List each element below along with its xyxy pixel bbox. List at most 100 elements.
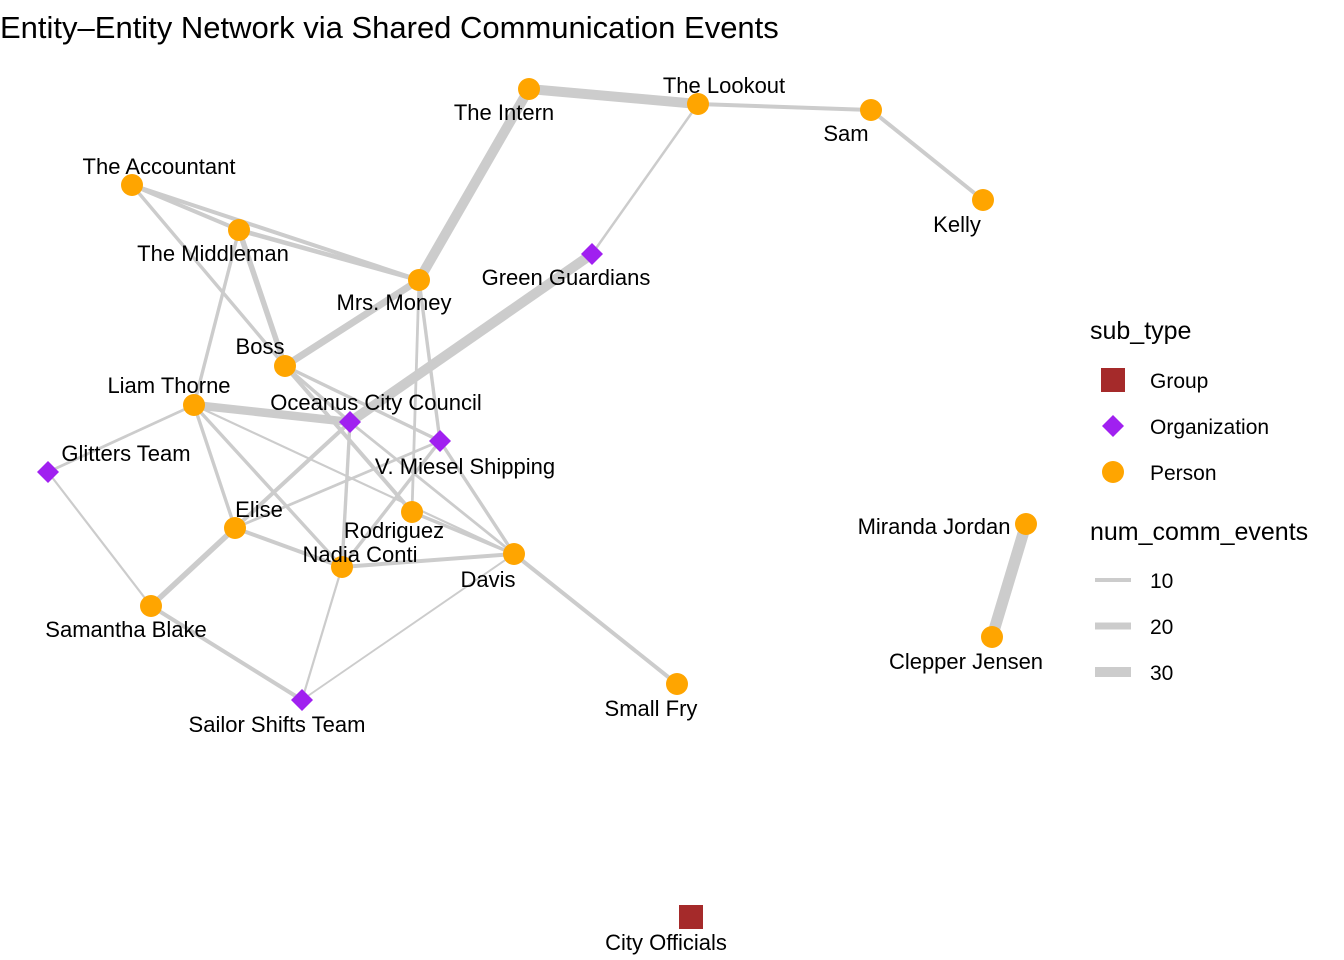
edge-the-middleman-boss — [236, 229, 288, 367]
node-v-miesel-shipping — [429, 430, 451, 452]
edge-elise-samantha-blake — [149, 525, 237, 609]
node-label-oceanus-city-council: Oceanus City Council — [270, 390, 482, 415]
node-label-nadia-conti: Nadia Conti — [303, 542, 418, 567]
node-miranda-jordan — [1015, 513, 1037, 535]
node-label-v-miesel-shipping: V. Miesel Shipping — [375, 454, 555, 479]
node-label-liam-thorne: Liam Thorne — [107, 373, 230, 398]
node-elise — [224, 517, 246, 539]
node-label-miranda-jordan: Miranda Jordan — [858, 514, 1011, 539]
edge-davis-small-fry — [512, 552, 679, 686]
chart-title: Entity–Entity Network via Shared Communi… — [0, 10, 779, 45]
edge-the-lookout-green-guardians — [590, 103, 700, 255]
edge-the-accountant-boss — [130, 183, 287, 368]
node-label-green-guardians: Green Guardians — [482, 265, 651, 290]
node-boss — [274, 355, 296, 377]
node-label-samantha-blake: Samantha Blake — [45, 617, 206, 642]
edge-layer — [47, 84, 1032, 702]
node-label-rodriguez: Rodriguez — [344, 518, 444, 543]
edge-liam-thorne-elise — [192, 404, 237, 529]
legend-weight-label-10: 10 — [1150, 570, 1173, 593]
edge-the-accountant-mrs-money — [131, 183, 420, 282]
edge-liam-thorne-glitters-team — [47, 403, 195, 474]
edge-v-miesel-shipping-nadia-conti — [340, 439, 442, 569]
legend-weight-entries: 10 20 30 — [1095, 570, 1173, 685]
node-layer — [37, 78, 1037, 929]
node-the-intern — [518, 78, 540, 100]
edge-davis-sailor-shifts-team — [301, 553, 515, 701]
edge-liam-thorne-nadia-conti — [192, 403, 344, 569]
node-label-the-lookout: The Lookout — [663, 73, 785, 98]
node-mrs-money — [408, 269, 430, 291]
edge-samantha-blake-sailor-shifts-team — [149, 604, 304, 702]
node-label-sam: Sam — [823, 121, 868, 146]
edge-v-miesel-shipping-davis — [438, 440, 516, 555]
node-rodriguez — [401, 501, 423, 523]
edge-nadia-conti-davis — [341, 552, 515, 569]
node-glitters-team — [37, 461, 59, 483]
node-label-small-fry: Small Fry — [605, 696, 698, 721]
node-label-mrs-money: Mrs. Money — [337, 290, 452, 315]
edge-liam-thorne-davis — [193, 404, 515, 555]
edge-liam-thorne-oceanus-city-council — [193, 400, 351, 427]
legend-label-group: Group — [1150, 370, 1208, 393]
node-label-the-accountant: The Accountant — [83, 154, 236, 179]
legend-subtype-entries: Group Organization Person — [1101, 368, 1269, 485]
node-davis — [503, 543, 525, 565]
node-label-boss: Boss — [236, 334, 285, 359]
legend-subtype-title: sub_type — [1090, 317, 1191, 345]
node-sam — [860, 99, 882, 121]
edge-the-lookout-sam — [697, 102, 872, 112]
node-kelly — [972, 189, 994, 211]
node-label-clepper-jensen: Clepper Jensen — [889, 649, 1043, 674]
node-the-lookout — [687, 93, 709, 115]
node-oceanus-city-council — [339, 411, 361, 433]
edge-oceanus-city-council-nadia-conti — [340, 421, 352, 568]
edge-glitters-team-samantha-blake — [47, 471, 152, 607]
node-label-davis: Davis — [460, 567, 515, 592]
node-green-guardians — [581, 243, 603, 265]
legend-weight-title: num_comm_events — [1090, 518, 1308, 546]
legend-key-organization — [1102, 415, 1124, 437]
edge-boss-mrs-money — [283, 277, 421, 369]
legend-weight-label-30: 30 — [1150, 662, 1173, 685]
edge-sam-kelly — [869, 108, 985, 202]
node-label-the-middleman: The Middleman — [137, 241, 289, 266]
legend-weight-label-20: 20 — [1150, 616, 1173, 639]
edge-mrs-money-v-miesel-shipping — [417, 279, 442, 442]
legend-key-group — [1101, 368, 1125, 392]
edge-oceanus-city-council-davis — [349, 420, 515, 556]
legend-label-person: Person — [1150, 462, 1217, 485]
edge-rodriguez-davis — [411, 510, 515, 556]
edge-nadia-conti-sailor-shifts-team — [300, 566, 344, 701]
node-label-kelly: Kelly — [933, 212, 981, 237]
label-layer: The Intern The Lookout Sam Kelly The Account… — [45, 73, 1043, 955]
node-label-sailor-shifts-team: Sailor Shifts Team — [189, 712, 366, 737]
legend-label-organization: Organization — [1150, 416, 1269, 439]
node-the-accountant — [121, 174, 143, 196]
edge-the-intern-the-lookout — [528, 84, 699, 109]
edge-the-intern-mrs-money — [414, 86, 534, 283]
edge-elise-nadia-conti — [234, 526, 343, 569]
legend: sub_type Group Organization Person num_com… — [1090, 317, 1308, 685]
edge-v-miesel-shipping-elise — [234, 439, 441, 530]
edge-miranda-jordan-clepper-jensen — [986, 522, 1032, 639]
node-liam-thorne — [183, 394, 205, 416]
node-clepper-jensen — [981, 626, 1003, 648]
node-nadia-conti — [331, 556, 353, 578]
node-city-officials — [679, 905, 703, 929]
edge-boss-oceanus-city-council — [283, 364, 352, 424]
node-sailor-shifts-team — [291, 689, 313, 711]
node-small-fry — [666, 673, 688, 695]
edge-the-middleman-mrs-money — [238, 227, 420, 283]
node-label-elise: Elise — [235, 497, 283, 522]
node-samantha-blake — [140, 595, 162, 617]
edge-green-guardians-oceanus-city-council — [347, 249, 595, 427]
node-label-glitters-team: Glitters Team — [61, 441, 190, 466]
node-label-city-officials: City Officials — [605, 930, 727, 955]
node-label-the-intern: The Intern — [454, 100, 554, 125]
edge-the-middleman-liam-thorne — [192, 229, 241, 406]
node-the-middleman — [228, 219, 250, 241]
edge-oceanus-city-council-elise — [233, 420, 352, 530]
legend-key-person — [1102, 461, 1124, 483]
